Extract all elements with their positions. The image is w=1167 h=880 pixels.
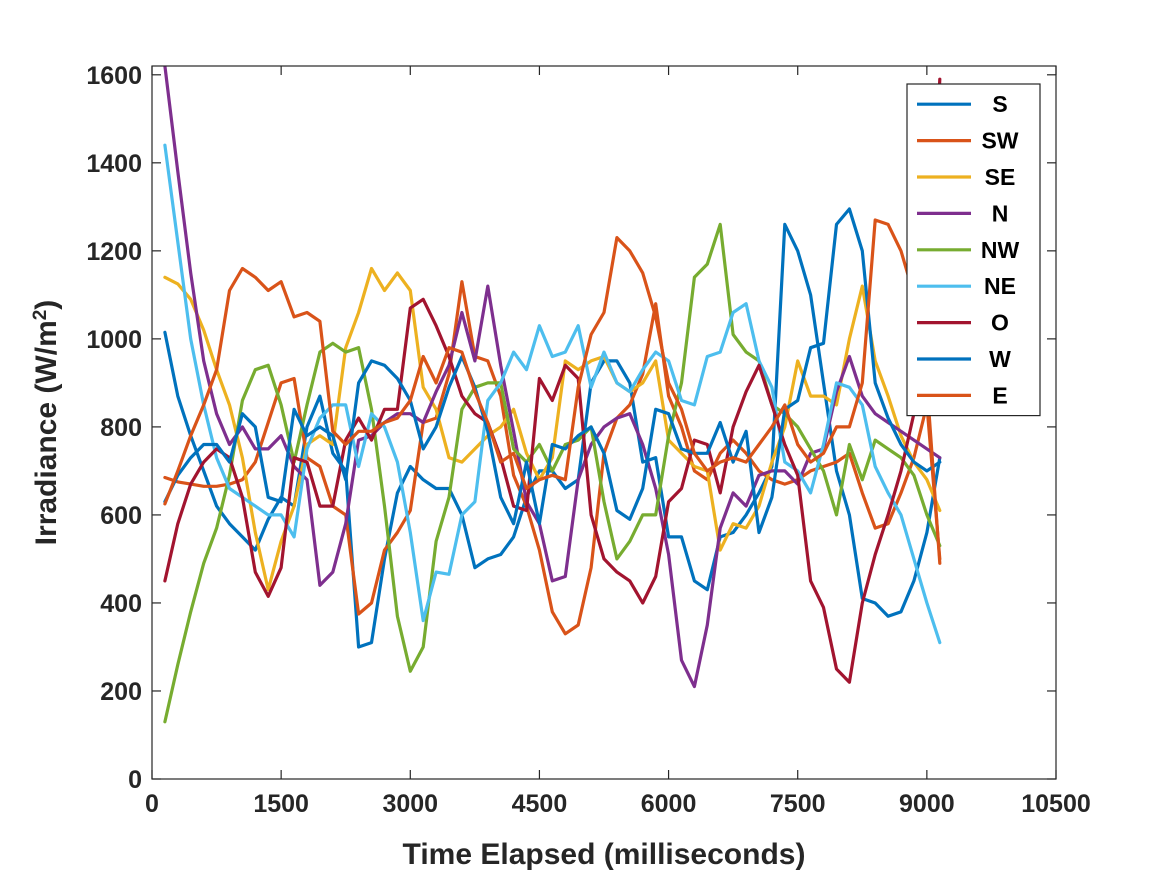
x-tick-label: 0: [145, 790, 159, 818]
x-tick-label: 3000: [382, 790, 438, 818]
legend-label-se: SE: [985, 164, 1016, 190]
ticks-layer: 0 1500 3000 4500 6000 7500 9000 10500 0 200 400 600…: [86, 62, 1090, 818]
series-line-se: [163, 266, 942, 592]
x-tick-label: 7500: [770, 790, 826, 818]
y-tick-label: 400: [100, 590, 142, 618]
y-axis-title: Irradiance (W/m2): [30, 300, 64, 546]
legend-label-sw: SW: [981, 128, 1018, 154]
y-tick-label: 1200: [86, 238, 142, 266]
y-tick-label: 200: [100, 678, 142, 706]
series-layer: [163, 66, 942, 724]
x-axis-title: Time Elapsed (milliseconds): [403, 838, 806, 871]
x-tick-label: 1500: [253, 790, 309, 818]
x-tick-label: 6000: [641, 790, 697, 818]
y-axis-title-superscript: 2: [30, 310, 51, 321]
series-line-e: [163, 218, 942, 565]
y-tick-label: 1600: [86, 62, 142, 90]
y-axis-title-main: Irradiance (W/m: [30, 320, 63, 545]
legend-label-e: E: [992, 382, 1007, 408]
legend-label-ne: NE: [984, 273, 1016, 299]
y-tick-label: 800: [100, 414, 142, 442]
legend-label-nw: NW: [981, 237, 1020, 263]
legend: S SW SE N NW NE OWE: [906, 83, 1041, 417]
y-tick-label: 0: [128, 766, 142, 794]
series-line-sw: [163, 280, 942, 636]
legend-label-o: O: [991, 310, 1009, 336]
y-tick-label: 600: [100, 502, 142, 530]
series-line-ne: [163, 143, 942, 645]
y-axis-title-close: ): [30, 300, 63, 310]
x-tick-label: 4500: [512, 790, 568, 818]
legend-label-n: N: [992, 200, 1009, 226]
plot-frame: [151, 65, 1057, 780]
x-tick-label: 10500: [1021, 790, 1091, 818]
series-line-w: [163, 207, 942, 535]
legend-label-s: S: [992, 91, 1007, 117]
series-line-o: [163, 77, 942, 684]
y-tick-label: 1000: [86, 326, 142, 354]
y-tick-label: 1400: [86, 150, 142, 178]
legend-label-w: W: [989, 346, 1011, 372]
x-tick-label: 9000: [899, 790, 955, 818]
